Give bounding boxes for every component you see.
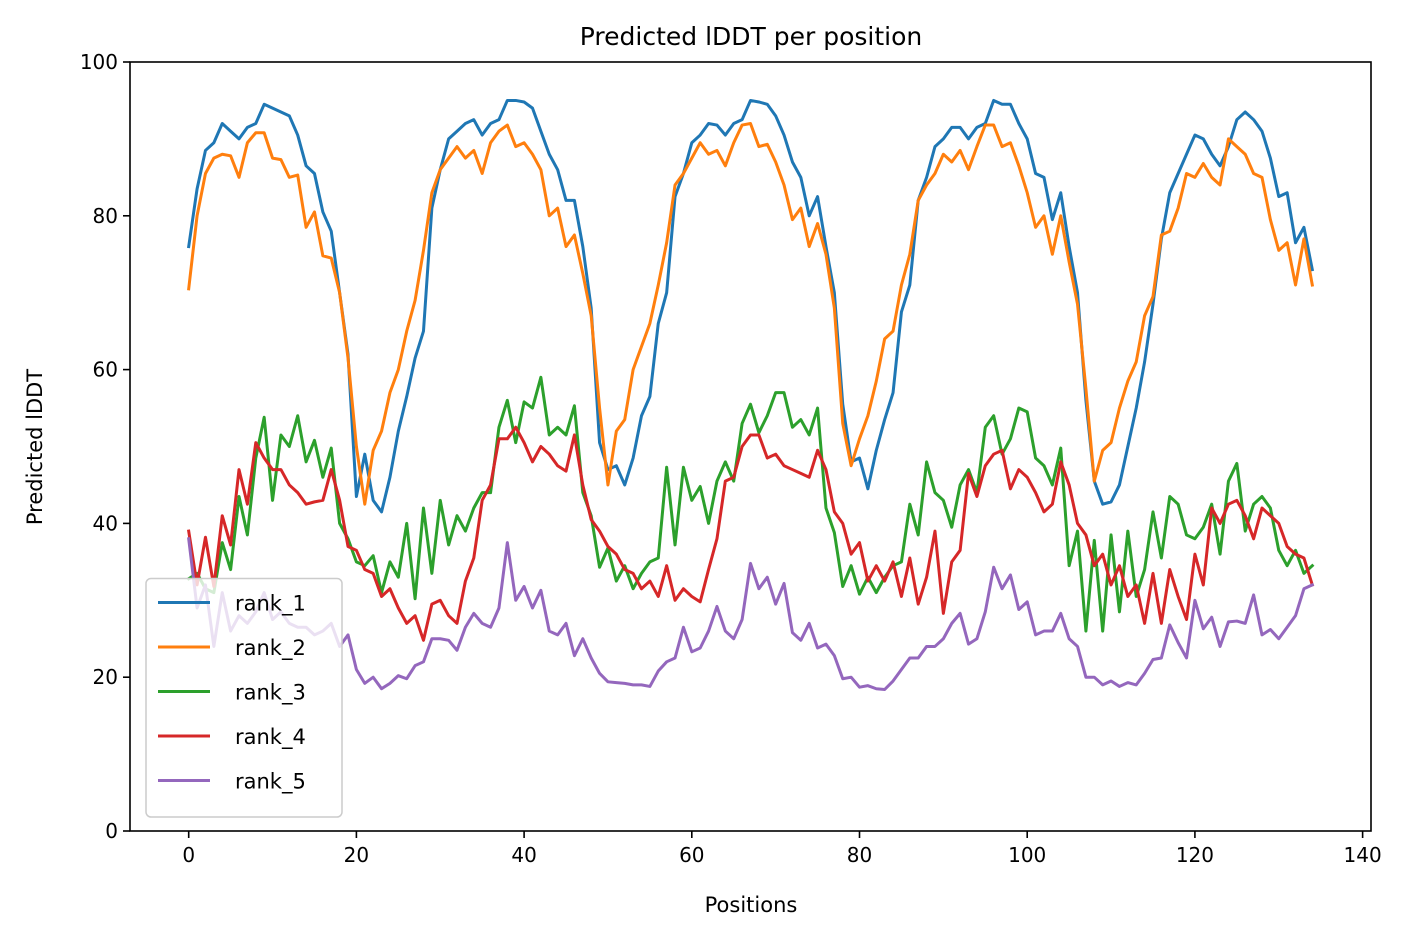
y-tick-label: 60 (93, 358, 118, 382)
legend: rank_1 rank_2 rank_3 rank_4 rank_5 (145, 577, 343, 818)
y-tick-label: 0 (105, 819, 118, 843)
series-line-rank_4 (186, 425, 1315, 642)
plot-frame (129, 61, 1372, 832)
series-line-rank_3 (186, 375, 1315, 633)
axes: 0 20 40 60 80 100 120 140 0 20 40 60 80 100 (80, 50, 1382, 867)
legend-label-rank_2: rank_2 (235, 636, 306, 661)
x-tick-label: 120 (1176, 843, 1214, 867)
legend-label-rank_1: rank_1 (235, 592, 306, 617)
series-line-rank_1 (186, 98, 1315, 514)
chart-title: Predicted lDDT per position (580, 22, 922, 51)
series-line-rank_2 (187, 122, 1315, 506)
series-line-rank_5 (187, 537, 1315, 691)
x-tick-label: 20 (344, 843, 369, 867)
plot-lines (186, 98, 1315, 691)
y-tick-label: 40 (93, 511, 118, 535)
x-tick-label: 100 (1008, 843, 1046, 867)
legend-label-rank_3: rank_3 (235, 681, 306, 706)
x-tick-label: 40 (511, 843, 536, 867)
x-axis-label: Positions (705, 893, 798, 917)
x-tick-label: 0 (182, 843, 195, 867)
x-tick-label: 140 (1344, 843, 1382, 867)
x-tick-label: 80 (847, 843, 872, 867)
y-tick-label: 20 (93, 665, 118, 689)
legend-label-rank_5: rank_5 (235, 770, 306, 795)
y-axis-label: Predicted lDDT (23, 369, 47, 525)
y-tick-label: 80 (93, 204, 118, 228)
x-tick-label: 60 (679, 843, 704, 867)
y-tick-label: 100 (80, 50, 118, 74)
legend-label-rank_4: rank_4 (235, 725, 306, 750)
legend-box (145, 577, 343, 818)
